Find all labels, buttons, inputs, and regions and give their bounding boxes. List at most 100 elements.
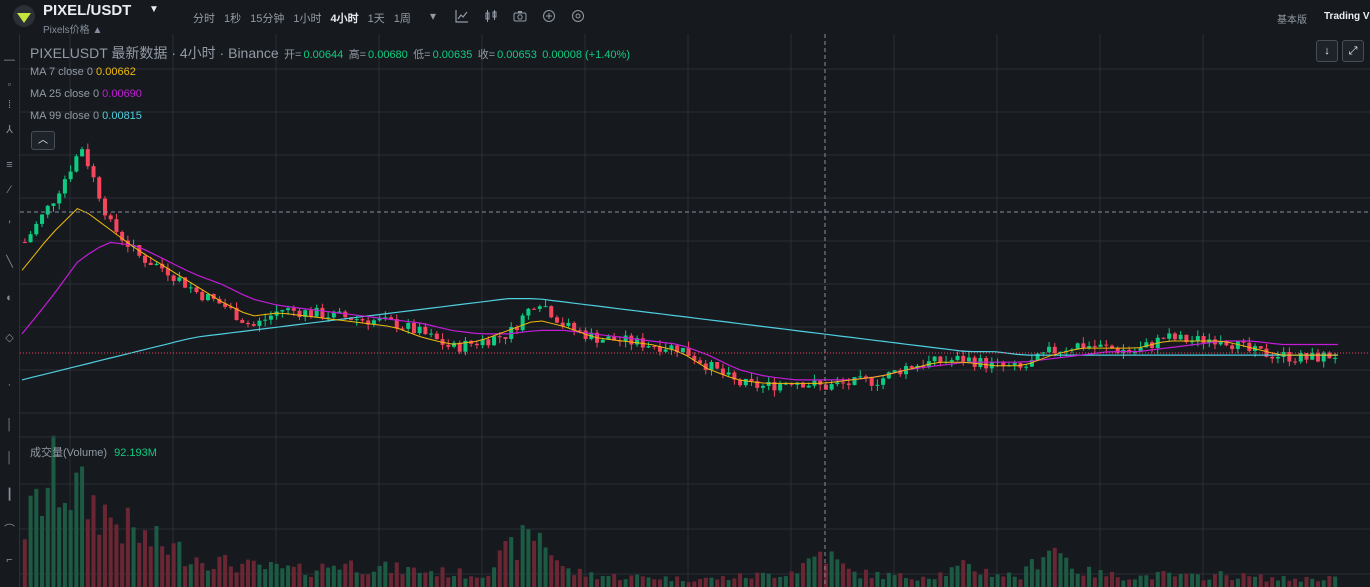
candle-body	[223, 303, 228, 307]
high-value: 0.00680	[368, 49, 408, 61]
pattern-tool-icon[interactable]: ⁄	[8, 184, 11, 196]
volume-bar	[154, 526, 159, 587]
low-label: 低=	[413, 49, 431, 61]
volume-bar	[51, 435, 56, 587]
candle-body	[554, 317, 559, 323]
volume-bar	[606, 576, 611, 587]
scroll-down-button[interactable]: ↓	[1316, 40, 1338, 62]
volume-bar	[1212, 574, 1217, 587]
volume-bar	[755, 572, 760, 587]
volume-bar	[795, 573, 800, 587]
volume-bar	[1207, 579, 1212, 587]
volume-bar	[1144, 575, 1149, 587]
price-chart[interactable]	[20, 34, 1370, 587]
tab-interval-1h[interactable]: 1小时	[293, 13, 322, 25]
candle-body	[406, 322, 411, 329]
volume-bar	[80, 466, 85, 587]
trend-line-tool-icon[interactable]: ◦	[7, 79, 12, 91]
candle-body	[829, 384, 834, 390]
volume-bar	[251, 560, 256, 587]
volume-bar	[703, 577, 708, 587]
tab-interval-1d[interactable]: 1天	[367, 13, 385, 25]
candle-body	[760, 385, 765, 388]
tab-interval-1w[interactable]: 1周	[393, 13, 411, 25]
volume-bar	[1109, 571, 1114, 587]
volume-bar	[1298, 581, 1303, 587]
tab-interval-time[interactable]: 分时	[193, 13, 215, 25]
pitchfork-tool-icon[interactable]: ⅄	[6, 124, 13, 136]
cursor-tool-icon[interactable]: —	[4, 54, 15, 66]
collapse-legend-button[interactable]: ︿	[31, 131, 55, 150]
indicator-chart-icon[interactable]	[454, 8, 470, 24]
candle-body	[720, 368, 725, 375]
volume-bar	[492, 567, 497, 587]
volume-bar	[348, 560, 354, 587]
delete-tool-icon[interactable]: ⌒	[4, 524, 15, 536]
volume-bar	[600, 576, 605, 587]
tab-interval-1s[interactable]: 1秒	[224, 13, 242, 25]
shape-tool-icon[interactable]: ′	[8, 219, 11, 231]
volume-bar	[1275, 580, 1280, 587]
volume-bar	[1029, 559, 1034, 587]
tab-interval-15m[interactable]: 15分钟	[250, 13, 285, 25]
volume-bar	[577, 568, 582, 587]
zoom-tool-icon[interactable]: ◇	[5, 332, 14, 344]
volume-bar	[978, 574, 983, 587]
volume-bar	[1201, 580, 1206, 587]
candle-body	[755, 381, 760, 388]
candle-body	[1058, 351, 1063, 354]
pair-title[interactable]: PIXEL/USDT	[43, 2, 132, 19]
volume-bar	[257, 564, 262, 587]
candle-body	[612, 336, 617, 341]
volume-bar	[766, 573, 771, 587]
legend-title: PIXELUSDT 最新数据 · 4小时 · Binance	[30, 45, 279, 61]
hide-tool-icon[interactable]: │	[6, 452, 13, 464]
volume-bar	[858, 578, 863, 587]
candle-body	[200, 291, 205, 301]
volume-bar	[451, 575, 456, 587]
volume-bar	[949, 567, 954, 587]
volume-bar	[509, 537, 514, 587]
fullscreen-button[interactable]: ⤢	[1342, 40, 1364, 62]
candles-style-icon[interactable]	[483, 8, 499, 24]
volume-bar	[114, 524, 119, 587]
volume-bar	[102, 504, 107, 587]
tab-interval-4h[interactable]: 4小时	[330, 13, 359, 25]
volume-bar	[532, 540, 537, 587]
volume-bar	[240, 563, 245, 587]
measure-tool-icon[interactable]: ◐	[6, 292, 13, 304]
open-value: 0.00644	[303, 49, 344, 61]
magnet-tool-icon[interactable]: ·	[7, 379, 12, 391]
candle-body	[217, 298, 222, 304]
candle-body	[320, 307, 325, 319]
channel-tool-icon[interactable]: ⁞	[7, 99, 12, 111]
volume-bar	[829, 551, 834, 587]
pair-dropdown-icon[interactable]: ▼	[149, 4, 159, 15]
volume-bar	[417, 572, 422, 587]
volume-bar	[680, 581, 685, 587]
view-basic-tab[interactable]: 基本版	[1277, 15, 1307, 26]
pixels-logo-icon	[13, 5, 35, 27]
volume-bar	[131, 527, 136, 587]
settings-icon[interactable]	[570, 8, 586, 24]
camera-icon[interactable]	[512, 8, 528, 24]
candle-body	[1104, 344, 1109, 346]
candle-body	[680, 347, 685, 353]
trash-tool-icon[interactable]: ⌐	[6, 554, 13, 566]
volume-bar	[961, 560, 966, 587]
more-intervals-icon[interactable]: ▾	[429, 9, 437, 23]
lock-tool-icon[interactable]: │	[6, 419, 13, 431]
chart-toolbar: ▾	[425, 8, 586, 24]
candle-body	[291, 308, 296, 311]
fib-tool-icon[interactable]: ≡	[6, 159, 13, 171]
add-circle-icon[interactable]	[541, 8, 557, 24]
text-tool-icon[interactable]: ╲	[6, 256, 13, 268]
view-tradingview-tab[interactable]: Trading V	[1324, 11, 1370, 22]
candle-body	[732, 372, 737, 380]
eye-tool-icon[interactable]: ┃	[6, 489, 13, 501]
volume-bar	[1087, 566, 1092, 587]
volume-bar	[1161, 571, 1166, 587]
volume-bar	[1018, 579, 1023, 587]
volume-bar	[669, 581, 674, 587]
candle-body	[188, 287, 193, 289]
